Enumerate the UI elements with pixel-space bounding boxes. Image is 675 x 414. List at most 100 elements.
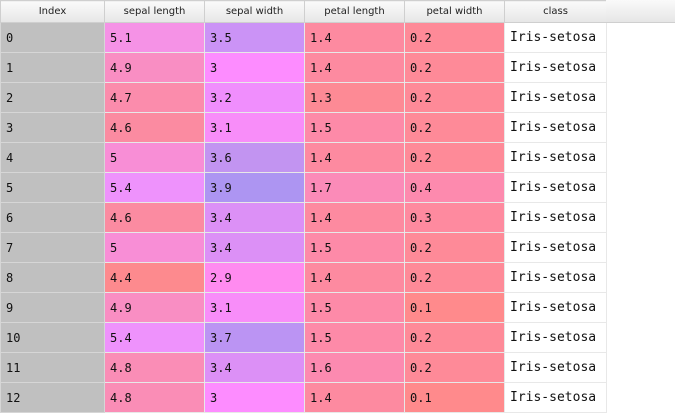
sepal-width-cell[interactable]: 3.7: [204, 322, 305, 353]
index-cell[interactable]: 9: [0, 292, 105, 323]
table-row: 9 4.9 3.1 1.5 0.1 Iris-setosa: [0, 292, 607, 323]
index-cell[interactable]: 3: [0, 112, 105, 143]
sepal-length-cell[interactable]: 4.6: [104, 112, 205, 143]
sepal-width-cell[interactable]: 3.4: [204, 202, 305, 233]
table-row: 1 4.9 3 1.4 0.2 Iris-setosa: [0, 52, 607, 83]
petal-width-cell[interactable]: 0.2: [404, 262, 505, 293]
sepal-width-cell[interactable]: 2.9: [204, 262, 305, 293]
class-cell[interactable]: Iris-setosa: [504, 262, 607, 293]
index-cell[interactable]: 5: [0, 172, 105, 203]
sepal-length-cell[interactable]: 4.9: [104, 52, 205, 83]
index-cell[interactable]: 0: [0, 22, 105, 53]
petal-length-cell[interactable]: 1.5: [304, 292, 405, 323]
sepal-length-cell[interactable]: 4.9: [104, 292, 205, 323]
class-cell[interactable]: Iris-setosa: [504, 112, 607, 143]
column-header-class[interactable]: class: [504, 0, 607, 23]
table-row: 8 4.4 2.9 1.4 0.2 Iris-setosa: [0, 262, 607, 293]
sepal-width-cell[interactable]: 3.4: [204, 232, 305, 263]
column-header-petal-length[interactable]: petal length: [304, 0, 405, 23]
petal-width-cell[interactable]: 0.2: [404, 82, 505, 113]
column-header-petal-width[interactable]: petal width: [404, 0, 505, 23]
sepal-length-cell[interactable]: 4.8: [104, 382, 205, 413]
class-cell[interactable]: Iris-setosa: [504, 352, 607, 383]
petal-length-cell[interactable]: 1.4: [304, 202, 405, 233]
petal-width-cell[interactable]: 0.3: [404, 202, 505, 233]
petal-width-cell[interactable]: 0.2: [404, 112, 505, 143]
petal-width-cell[interactable]: 0.2: [404, 142, 505, 173]
petal-length-cell[interactable]: 1.4: [304, 382, 405, 413]
table-row: 2 4.7 3.2 1.3 0.2 Iris-setosa: [0, 82, 607, 113]
petal-width-cell[interactable]: 0.4: [404, 172, 505, 203]
table-row: 7 5 3.4 1.5 0.2 Iris-setosa: [0, 232, 607, 263]
sepal-width-cell[interactable]: 3.1: [204, 292, 305, 323]
petal-length-cell[interactable]: 1.7: [304, 172, 405, 203]
sepal-length-cell[interactable]: 5: [104, 232, 205, 263]
column-header-sepal-width[interactable]: sepal width: [204, 0, 305, 23]
petal-length-cell[interactable]: 1.6: [304, 352, 405, 383]
header-row: Index sepal length sepal width petal len…: [0, 0, 607, 23]
petal-length-cell[interactable]: 1.4: [304, 262, 405, 293]
table-body: 0 5.1 3.5 1.4 0.2 Iris-setosa 1 4.9 3 1.4 0.2 Iris-…: [0, 22, 607, 413]
petal-width-cell[interactable]: 0.1: [404, 382, 505, 413]
sepal-width-cell[interactable]: 3.4: [204, 352, 305, 383]
column-header-sepal-length[interactable]: sepal length: [104, 0, 205, 23]
petal-length-cell[interactable]: 1.5: [304, 112, 405, 143]
table-row: 10 5.4 3.7 1.5 0.2 Iris-setosa: [0, 322, 607, 353]
sepal-width-cell[interactable]: 3: [204, 382, 305, 413]
sepal-width-cell[interactable]: 3: [204, 52, 305, 83]
index-cell[interactable]: 2: [0, 82, 105, 113]
sepal-width-cell[interactable]: 3.1: [204, 112, 305, 143]
class-cell[interactable]: Iris-setosa: [504, 322, 607, 353]
index-cell[interactable]: 10: [0, 322, 105, 353]
index-cell[interactable]: 6: [0, 202, 105, 233]
class-cell[interactable]: Iris-setosa: [504, 292, 607, 323]
sepal-length-cell[interactable]: 4.7: [104, 82, 205, 113]
sepal-width-cell[interactable]: 3.6: [204, 142, 305, 173]
sepal-length-cell[interactable]: 4.8: [104, 352, 205, 383]
petal-width-cell[interactable]: 0.2: [404, 232, 505, 263]
sepal-length-cell[interactable]: 4.6: [104, 202, 205, 233]
petal-width-cell[interactable]: 0.2: [404, 352, 505, 383]
sepal-length-cell[interactable]: 5.1: [104, 22, 205, 53]
class-cell[interactable]: Iris-setosa: [504, 382, 607, 413]
class-cell[interactable]: Iris-setosa: [504, 52, 607, 83]
petal-length-cell[interactable]: 1.4: [304, 22, 405, 53]
table-row: 11 4.8 3.4 1.6 0.2 Iris-setosa: [0, 352, 607, 383]
table-row: 6 4.6 3.4 1.4 0.3 Iris-setosa: [0, 202, 607, 233]
index-cell[interactable]: 8: [0, 262, 105, 293]
sepal-width-cell[interactable]: 3.9: [204, 172, 305, 203]
table-row: 0 5.1 3.5 1.4 0.2 Iris-setosa: [0, 22, 607, 53]
table-row: 12 4.8 3 1.4 0.1 Iris-setosa: [0, 382, 607, 413]
petal-length-cell[interactable]: 1.5: [304, 322, 405, 353]
class-cell[interactable]: Iris-setosa: [504, 22, 607, 53]
petal-width-cell[interactable]: 0.2: [404, 52, 505, 83]
index-cell[interactable]: 1: [0, 52, 105, 83]
class-cell[interactable]: Iris-setosa: [504, 142, 607, 173]
table-row: 5 5.4 3.9 1.7 0.4 Iris-setosa: [0, 172, 607, 203]
sepal-length-cell[interactable]: 4.4: [104, 262, 205, 293]
column-header-index[interactable]: Index: [0, 0, 105, 23]
index-cell[interactable]: 11: [0, 352, 105, 383]
sepal-length-cell[interactable]: 5.4: [104, 322, 205, 353]
petal-width-cell[interactable]: 0.2: [404, 322, 505, 353]
sepal-length-cell[interactable]: 5.4: [104, 172, 205, 203]
petal-length-cell[interactable]: 1.4: [304, 52, 405, 83]
petal-width-cell[interactable]: 0.1: [404, 292, 505, 323]
petal-length-cell[interactable]: 1.4: [304, 142, 405, 173]
index-cell[interactable]: 4: [0, 142, 105, 173]
sepal-width-cell[interactable]: 3.2: [204, 82, 305, 113]
class-cell[interactable]: Iris-setosa: [504, 172, 607, 203]
class-cell[interactable]: Iris-setosa: [504, 82, 607, 113]
data-table: Index sepal length sepal width petal len…: [0, 0, 607, 413]
sepal-length-cell[interactable]: 5: [104, 142, 205, 173]
petal-width-cell[interactable]: 0.2: [404, 22, 505, 53]
index-cell[interactable]: 7: [0, 232, 105, 263]
petal-length-cell[interactable]: 1.3: [304, 82, 405, 113]
index-cell[interactable]: 12: [0, 382, 105, 413]
class-cell[interactable]: Iris-setosa: [504, 202, 607, 233]
table-row: 3 4.6 3.1 1.5 0.2 Iris-setosa: [0, 112, 607, 143]
petal-length-cell[interactable]: 1.5: [304, 232, 405, 263]
class-cell[interactable]: Iris-setosa: [504, 232, 607, 263]
sepal-width-cell[interactable]: 3.5: [204, 22, 305, 53]
